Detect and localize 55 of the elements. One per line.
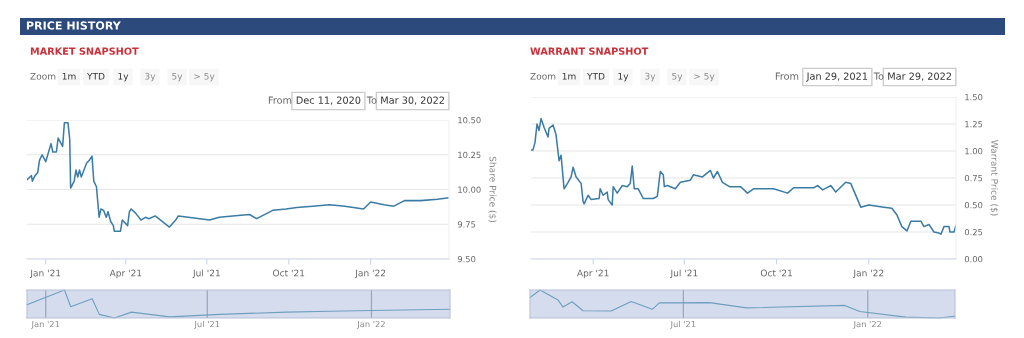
y-tick-label: 9.75: [457, 221, 476, 228]
line-series: [27, 122, 449, 232]
y-axis-title: Share Price ($): [488, 156, 497, 223]
text: 5y: [172, 72, 183, 82]
y-tick-label: 10.50: [458, 116, 481, 124]
text: PRICE HISTORY: [26, 21, 121, 30]
text: 1y: [118, 72, 129, 82]
x-tick-label: Jan '21: [29, 269, 61, 279]
y-tick-label: 10.00: [458, 186, 481, 193]
y-tick-label: 1.00: [965, 147, 983, 155]
text: > 5y: [694, 72, 715, 82]
text: Zoom: [30, 72, 56, 80]
x-tick-label: Apr '21: [109, 269, 142, 279]
text: From: [775, 72, 799, 80]
y-tick-label: 1.25: [965, 120, 983, 128]
x-tick-label: Jan '22: [356, 320, 385, 329]
text: 3y: [145, 72, 156, 82]
y-tick-label: 0.75: [964, 174, 983, 182]
x-tick-label: Jul '21: [670, 320, 696, 329]
x-tick-label: Oct '21: [760, 269, 792, 277]
chart-title: WARRANT SNAPSHOT: [530, 47, 649, 55]
y-tick-label: 0.25: [964, 228, 983, 236]
text: From: [268, 96, 292, 104]
y-tick-label: 10.25: [458, 151, 481, 159]
chart-title: MARKET SNAPSHOT: [30, 47, 139, 55]
x-tick-label: Jan '21: [31, 320, 60, 329]
x-tick-label: Jan '22: [853, 320, 882, 329]
x-tick-label: Jul '21: [670, 269, 698, 279]
y-axis-title: Warrant Price ($): [989, 140, 999, 216]
text: To: [873, 72, 884, 80]
text: 5y: [672, 72, 683, 82]
text: 1m: [62, 72, 76, 80]
text: Dec 11, 2020: [296, 96, 361, 105]
text: YTD: [586, 72, 605, 80]
x-tick-label: Jul '21: [194, 320, 220, 329]
y-tick-label: 1.50: [965, 93, 983, 101]
text: 1m: [562, 72, 576, 80]
text: Zoom: [530, 72, 556, 80]
x-tick-label: Jan '22: [354, 269, 386, 279]
text: Mar 30, 2022: [381, 96, 445, 105]
text: YTD: [86, 72, 105, 80]
y-tick-label: 0.00: [964, 255, 983, 263]
x-tick-label: Jan '22: [852, 269, 884, 279]
text: Jan 29, 2021: [806, 72, 868, 82]
x-tick-label: Oct '21: [273, 269, 305, 277]
line-series: [531, 117, 956, 235]
x-tick-label: Apr '21: [576, 269, 609, 279]
text: Mar 29, 2022: [888, 72, 952, 81]
y-tick-label: 0.50: [964, 201, 983, 209]
text: > 5y: [194, 72, 215, 82]
text: 1y: [618, 72, 629, 82]
y-tick-label: 9.50: [457, 255, 476, 263]
text: 3y: [645, 72, 656, 82]
text: To: [366, 96, 377, 104]
x-tick-label: Jul '21: [192, 269, 220, 279]
